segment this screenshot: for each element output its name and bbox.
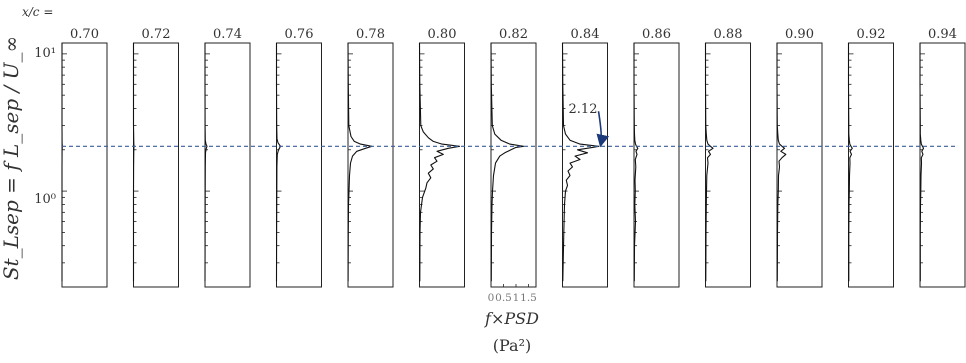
panel-title-0-84: 0.84 (571, 27, 600, 42)
psd-line-0-76 (275, 43, 282, 282)
x-tick-label: 1 (513, 292, 520, 304)
x-tick-label: 0.5 (495, 292, 512, 304)
psd-line-0-82 (490, 42, 525, 282)
psd-line-0-86 (633, 43, 639, 282)
panel-title-0-70: 0.70 (70, 27, 99, 42)
panel-title-0-72: 0.72 (142, 27, 171, 42)
panel-header-label: x/c = (22, 5, 53, 19)
panel-frame-0-80 (419, 42, 465, 288)
panel-frame-0-92 (848, 42, 894, 288)
psd-line-0-94 (919, 43, 925, 282)
panel-title-0-92: 0.92 (857, 27, 886, 42)
psd-line-0-88 (704, 43, 714, 282)
panel-frame-0-88 (705, 42, 751, 288)
y-axis-label: St_Lsep = f L_sep / U_∞ (0, 36, 23, 280)
reference-arrow (596, 111, 610, 148)
psd-line-0-78 (347, 42, 373, 282)
reference-value-label: 2.12 (569, 102, 598, 117)
x-tick-label: 0 (488, 292, 495, 304)
psd-line-0-90 (776, 43, 787, 282)
panel-frame-0-72 (133, 42, 179, 288)
panel-frame-0-82 (490, 42, 537, 288)
panel-title-0-90: 0.90 (785, 27, 814, 42)
panel-frame-0-94 (919, 42, 966, 288)
y-tick-label-1: 10⁰ (34, 192, 56, 207)
panel-title-0-88: 0.88 (714, 27, 743, 42)
x-axis-unit: (Pa²) (493, 336, 531, 355)
panel-frame-0-74 (204, 42, 251, 288)
panels-group: 0.70 0.72 0.74 0.76 0.78 0.80 0.82 0.84 0.86 0.88… (61, 27, 966, 288)
panel-title-0-86: 0.86 (642, 27, 671, 42)
psd-line-0-74 (204, 43, 208, 282)
panel-frame-0-84 (562, 42, 608, 288)
panel-frame-0-76 (276, 42, 322, 288)
panel-frame-0-86 (633, 42, 680, 288)
x-tick-labels: 0 0.5 1 1.5 (488, 284, 537, 304)
panel-frame-0-78 (347, 42, 394, 288)
panel-frame-0-70 (61, 42, 108, 288)
psd-line-0-80 (418, 42, 461, 282)
panel-title-0-76: 0.76 (285, 27, 314, 42)
psd-line-0-84 (561, 42, 600, 282)
panel-frame-0-90 (776, 42, 823, 288)
panel-title-0-80: 0.80 (428, 27, 457, 42)
panel-title-0-78: 0.78 (356, 27, 385, 42)
psd-line-0-92 (847, 43, 853, 282)
x-axis-label: f×PSD (484, 309, 539, 328)
panel-title-0-94: 0.94 (928, 27, 957, 42)
x-tick-label: 1.5 (520, 292, 537, 304)
psd-line-0-72 (132, 43, 135, 282)
y-tick-label-10: 10¹ (34, 46, 56, 61)
panel-title-0-74: 0.74 (213, 27, 242, 42)
panel-title-0-82: 0.82 (499, 27, 528, 42)
